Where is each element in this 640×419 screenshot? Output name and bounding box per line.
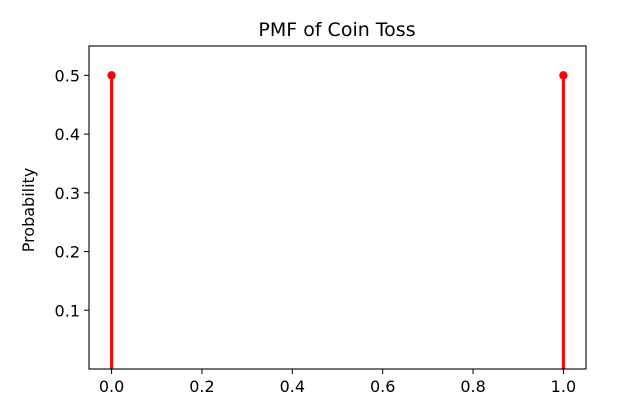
y-tick-label: 0.3 — [55, 184, 80, 203]
y-axis-label: Probability — [19, 168, 38, 253]
y-tick-label: 0.4 — [55, 125, 80, 144]
x-tick-label: 0.8 — [460, 377, 485, 396]
plot-area — [107, 71, 568, 369]
chart-title: PMF of Coin Toss — [258, 19, 415, 41]
y-tick-label: 0.5 — [55, 66, 80, 85]
x-tick-label: 0.0 — [99, 377, 124, 396]
y-tick-label: 0.1 — [55, 301, 80, 320]
x-tick-label: 1.0 — [551, 377, 576, 396]
x-axis: 0.0 0.2 0.4 0.6 0.8 1.0 — [99, 369, 576, 396]
x-tick-label: 0.4 — [280, 377, 305, 396]
stem-marker — [107, 71, 116, 80]
axes-frame — [88, 45, 587, 370]
y-axis: 0.1 0.2 0.3 0.4 0.5 — [55, 66, 89, 320]
stem-marker — [559, 71, 568, 80]
x-tick-label: 0.6 — [370, 377, 395, 396]
y-tick-label: 0.2 — [55, 243, 80, 262]
x-tick-label: 0.2 — [189, 377, 214, 396]
